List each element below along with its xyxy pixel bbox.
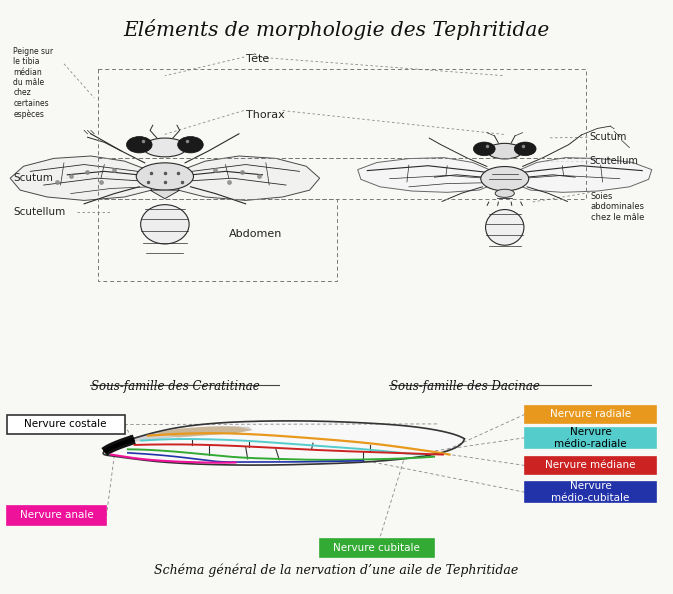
Text: Nervure médiane: Nervure médiane [545,460,636,470]
Text: Abdomen: Abdomen [229,229,282,239]
Polygon shape [358,157,495,192]
FancyBboxPatch shape [7,506,106,525]
FancyBboxPatch shape [525,428,656,448]
Text: Nervure costale: Nervure costale [24,419,107,429]
Polygon shape [150,190,180,199]
Text: Scutellum: Scutellum [13,207,66,217]
Text: Scutum: Scutum [13,173,53,183]
Text: Nervure
médio-radiale: Nervure médio-radiale [555,427,627,448]
Ellipse shape [495,189,514,197]
Text: Sous-famille des Dacinae: Sous-famille des Dacinae [390,380,540,393]
Ellipse shape [481,166,529,191]
FancyBboxPatch shape [7,415,125,434]
Ellipse shape [178,137,203,153]
Text: Thorax: Thorax [246,110,285,120]
FancyBboxPatch shape [320,539,434,557]
Ellipse shape [136,163,194,190]
Text: Nervure radiale: Nervure radiale [550,409,631,419]
Ellipse shape [473,142,495,156]
Ellipse shape [143,138,186,157]
Text: Nervure anale: Nervure anale [20,510,94,520]
Polygon shape [155,426,252,437]
Text: Scutum: Scutum [589,132,627,142]
FancyBboxPatch shape [525,457,656,474]
Polygon shape [104,421,464,465]
Text: Eléments de morphologie des Tephritidae: Eléments de morphologie des Tephritidae [123,19,550,40]
Polygon shape [10,156,151,200]
Text: Tête: Tête [246,53,269,64]
FancyBboxPatch shape [525,406,656,423]
Text: Soies
abdominales
chez le mâle: Soies abdominales chez le mâle [591,192,645,222]
Ellipse shape [141,205,189,244]
Text: Sous-famille des Ceratitinae: Sous-famille des Ceratitinae [91,380,260,393]
Text: Peigne sur
le tibia
médian
du mâle
chez
certaines
espèces: Peigne sur le tibia médian du mâle chez … [13,47,54,119]
Text: Nervure cubitale: Nervure cubitale [333,543,421,553]
Text: Scutellum: Scutellum [589,156,638,166]
Polygon shape [178,156,320,200]
Ellipse shape [487,143,522,159]
Polygon shape [131,426,252,443]
Ellipse shape [127,137,152,153]
Text: Nervure
médio-cubitale: Nervure médio-cubitale [551,481,630,503]
Text: Schéma général de la nervation d’une aile de Tephritidae: Schéma général de la nervation d’une ail… [154,564,519,577]
Ellipse shape [514,142,536,156]
Polygon shape [514,157,651,192]
Ellipse shape [485,210,524,245]
FancyBboxPatch shape [525,482,656,503]
